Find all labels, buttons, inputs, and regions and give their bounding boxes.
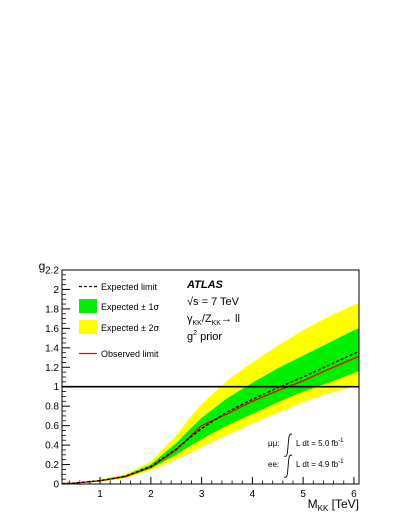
integral-sign-mumu [283,433,293,457]
y-tick-label: 1.2 [45,363,59,374]
y-tick-label: 2.2 [45,266,59,277]
y-tick-label: 1.6 [45,324,59,335]
x-tick-label: 4 [250,489,256,500]
band-2sigma [62,303,359,484]
x-tick-label: 1 [97,489,103,500]
x-tick-label: 5 [300,489,306,500]
legend-expected-label: Expected limit [101,282,158,292]
axes: 1 2 3 4 5 6 0 0.2 0.4 0.6 0.8 1 1.2 1.4 1.6 1.8 2 2.2 [45,266,357,501]
x-axis-label: MKK [TeV] [308,497,359,513]
legend-band1-swatch [79,299,97,313]
x-tick-label: 6 [351,489,357,500]
expected-limit-line [62,351,359,484]
lumi-ee-channel: ee: [268,460,279,469]
y-tick-label: 1.8 [45,304,59,315]
uncertainty-bands [62,303,359,484]
y-tick-label: 0.4 [45,441,59,452]
luminosity-annotation: μμ: L dt = 5.0 fb-1 ee: L dt = 4.9 fb-1 [268,433,344,478]
lumi-ee-text: L dt = 4.9 fb-1 [296,459,344,469]
y-tick-label: 0.2 [45,460,59,471]
legend-observed-label: Observed limit [101,349,159,359]
integral-sign-ee [283,454,293,478]
legend-band2-swatch [79,320,97,334]
x-tick-label: 2 [148,489,154,500]
lumi-mumu-text: L dt = 5.0 fb-1 [296,438,344,448]
y-tick-label: 0 [53,480,59,491]
prior-label: g2 prior [187,330,222,343]
y-tick-label: 2 [53,285,59,296]
y-tick-label: 0.8 [45,402,59,413]
y-tick-label: 0.6 [45,421,59,432]
y-axis-label: g [39,259,46,273]
band-1sigma [62,328,359,484]
y-tick-label: 1 [53,382,59,393]
legend-band1-label: Expected ± 1σ [101,302,159,312]
legend-band2-label: Expected ± 2σ [101,323,159,333]
y-tick-label: 1.4 [45,343,59,354]
process-label: γKK/ZKK→ ll [187,313,240,327]
lumi-mumu-channel: μμ: [268,439,279,448]
legend: Expected limit Expected ± 1σ Expected ± … [79,282,159,359]
energy-label: √s = 7 TeV [187,296,240,308]
x-tick-label: 3 [199,489,205,500]
experiment-label: ATLAS [186,279,224,291]
limit-curves [62,351,359,484]
